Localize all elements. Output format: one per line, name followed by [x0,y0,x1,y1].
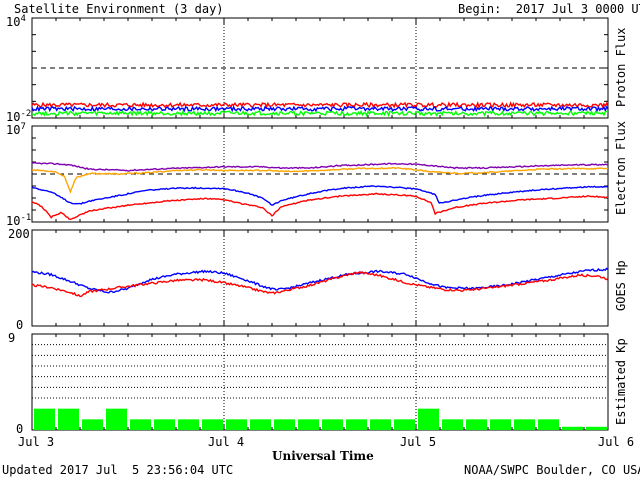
series-red-line [31,192,609,221]
kp-panel-ylabel: Estimated Kp [614,338,628,425]
kp-bar [298,419,319,430]
panel-kp: 90 [8,331,609,436]
y-tick-label: 9 [8,331,15,345]
y-tick-label: 0 [16,318,23,332]
electron-panel-ylabel: Electron Flux [614,121,628,215]
updated-time: Updated 2017 Jul 5 23:56:04 UTC [2,463,234,477]
y-tick-label: 200 [8,227,30,241]
credit: NOAA/SWPC Boulder, CO USA [464,463,640,477]
x-tick-label: Jul 4 [208,435,244,449]
series-red-line [31,271,609,298]
kp-bar [250,419,271,430]
panel-frame [31,229,609,327]
series-red-line [31,101,609,109]
kp-bar [514,419,535,430]
series-orange-line [31,166,609,194]
begin-time: Begin: 2017 Jul 3 0000 UTC [458,2,640,16]
kp-bar [442,419,463,430]
x-axis-label: Universal Time [272,449,374,463]
kp-bar [202,419,223,430]
series-blue-line [31,105,609,113]
panel-electron: 107 10-1 [6,122,609,228]
kp-bar [226,419,247,430]
panel-proton: 104 10-2 [6,14,609,124]
kp-bar [586,426,607,430]
kp-bar [538,419,559,430]
y-tick-label: 0 [16,422,23,436]
kp-bar [130,419,151,430]
kp-bar [466,419,487,430]
y-tick-label: 107 [6,122,26,137]
kp-bar [490,419,511,430]
kp-bar [274,419,295,430]
kp-bar [82,419,103,430]
kp-bar [562,426,583,430]
series-purple-line [31,161,609,172]
x-tick-label: Jul 3 [18,435,54,449]
kp-bar [418,408,439,430]
kp-bar [322,419,343,430]
series-green-line [32,109,609,118]
hp-panel-ylabel: GOES Hp [614,260,628,311]
y-tick-label: 10-2 [6,109,31,124]
kp-bar [58,408,79,430]
x-tick-label: Jul 5 [400,435,436,449]
kp-bar [106,408,127,430]
kp-bar [178,419,199,430]
series-blue-line [31,267,609,294]
x-tick-label: Jul 6 [598,435,634,449]
kp-bar [346,419,367,430]
y-tick-label: 10-1 [6,213,31,228]
kp-bar [154,419,175,430]
proton-panel-ylabel: Proton Flux [614,27,628,107]
series-blue-line [31,185,609,206]
kp-bar [34,408,55,430]
kp-bar [370,419,391,430]
y-tick-label: 104 [6,14,26,29]
kp-bar [394,419,415,430]
chart-title: Satellite Environment (3 day) [14,2,224,16]
